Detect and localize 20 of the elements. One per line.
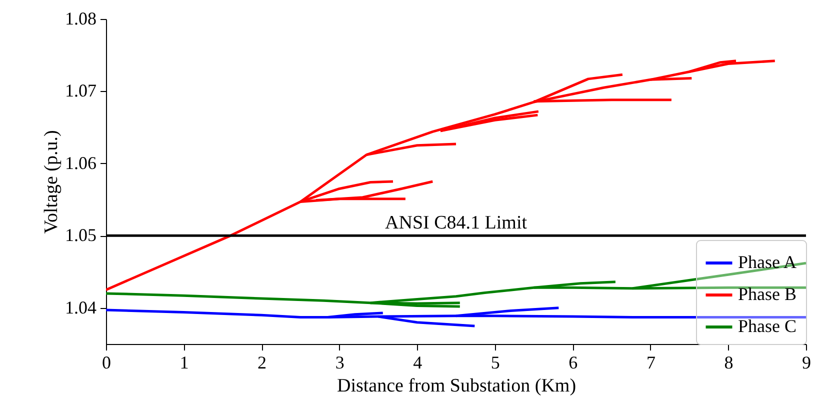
x-tick-label: 9 (802, 352, 811, 372)
y-tick-label: 1.07 (65, 80, 96, 101)
y-tick-label: 1.04 (65, 297, 96, 318)
y-tick-label: 1.05 (65, 225, 96, 246)
x-tick-label: 0 (102, 352, 111, 372)
legend-label: Phase B (738, 284, 796, 304)
x-tick-label: 6 (568, 352, 578, 372)
y-tick-label: 1.06 (65, 152, 96, 173)
x-tick-label: 4 (413, 352, 422, 372)
legend-label: Phase C (738, 316, 796, 336)
x-tick-label: 7 (646, 352, 656, 372)
x-tick-label: 2 (258, 352, 267, 372)
x-tick-label: 8 (724, 352, 734, 372)
x-tick-label: 3 (335, 352, 344, 372)
y-tick-label: 1.08 (65, 8, 96, 28)
x-axis-title: Distance from Substation (Km) (336, 376, 576, 396)
y-axis-title: Voltage (p.u.) (41, 130, 62, 234)
x-tick-label: 5 (490, 352, 500, 372)
x-tick-label: 1 (180, 352, 189, 372)
ref-line-label: ANSI C84.1 Limit (385, 212, 528, 234)
